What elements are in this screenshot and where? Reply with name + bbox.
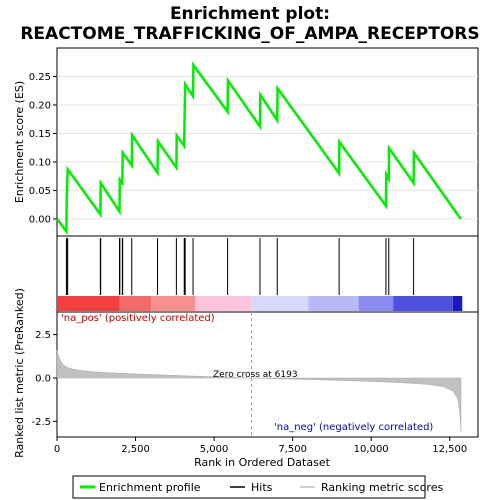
- legend-hits-label: Hits: [251, 481, 273, 494]
- negative-correlation-label: 'na_neg' (negatively correlated): [274, 422, 433, 433]
- es-ytick-label: 0.25: [29, 72, 51, 83]
- heatmap-segment: [393, 296, 453, 311]
- es-ytick-label: 0.05: [29, 186, 51, 197]
- legend-metric-label: Ranking metric scores: [321, 481, 443, 494]
- es-ytick-label: 0.00: [29, 214, 51, 225]
- x-tick-label: 5,000: [200, 444, 229, 455]
- metric-ytick-label: 2.5: [35, 330, 51, 341]
- heatmap-segment: [57, 296, 120, 311]
- positive-correlation-label: 'na_pos' (positively correlated): [61, 313, 215, 324]
- heatmap-segment: [195, 296, 252, 311]
- metric-ytick-label: 0.0: [35, 373, 51, 384]
- x-tick-label: 0: [54, 444, 60, 455]
- metric-ylabel: Ranked list metric (PreRanked): [13, 288, 26, 458]
- metric-ytick-label: -2.5: [31, 417, 51, 428]
- x-axis-label: Rank in Ordered Dataset: [194, 456, 331, 469]
- ranking-metric-area: [56, 350, 462, 432]
- heatmap-segment: [251, 296, 309, 311]
- x-tick-label: 12,500: [432, 444, 467, 455]
- heatmap-segment: [308, 296, 359, 311]
- legend-box: [72, 475, 426, 499]
- heatmap-segment: [119, 296, 152, 311]
- x-tick-label: 10,000: [354, 444, 389, 455]
- legend-enrichment-label: Enrichment profile: [99, 481, 201, 494]
- heatmap-segment: [151, 296, 196, 311]
- es-ytick-label: 0.15: [29, 129, 51, 140]
- heatmap-segment: [452, 296, 463, 311]
- x-tick-label: 7,500: [278, 444, 307, 455]
- es-panel-frame: [56, 47, 479, 237]
- zero-cross-label: Zero cross at 6193: [213, 370, 298, 380]
- heatmap-segment: [358, 296, 394, 311]
- chart-title-line1: Enrichment plot:: [170, 4, 330, 24]
- enrichment-profile-line: [56, 61, 462, 236]
- x-tick-label: 2,500: [121, 444, 150, 455]
- chart-title-line2: REACTOME_TRAFFICKING_OF_AMPA_RECEPTORS: [20, 24, 479, 44]
- es-ytick-label: 0.10: [29, 157, 51, 168]
- es-ylabel: Enrichment score (ES): [13, 81, 26, 203]
- es-ytick-label: 0.20: [29, 100, 51, 111]
